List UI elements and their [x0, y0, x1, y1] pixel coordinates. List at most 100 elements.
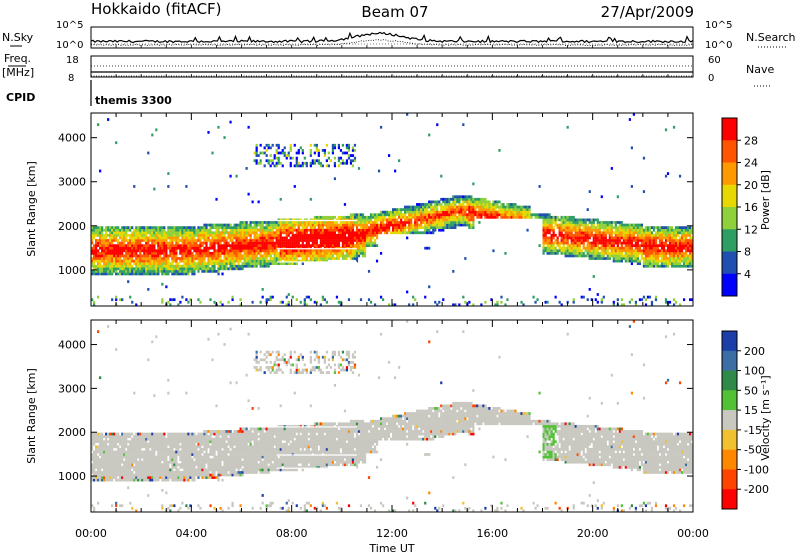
power-cell — [255, 257, 258, 260]
power-cell — [570, 246, 573, 250]
velocity-cell — [105, 435, 108, 438]
power-cell — [682, 244, 686, 248]
power-cell — [410, 210, 413, 214]
velocity-cell — [99, 476, 102, 479]
power-cell — [255, 149, 258, 152]
power-cell — [444, 221, 447, 224]
power-cell — [155, 251, 158, 255]
power-cell — [119, 244, 122, 248]
power-cell — [313, 223, 316, 227]
power-cell — [249, 239, 252, 242]
power-cell — [287, 223, 290, 227]
nave-label: Nave — [746, 63, 774, 76]
power-cell — [512, 208, 515, 211]
velocity-cell — [105, 465, 108, 469]
power-cell — [95, 239, 98, 242]
power-cell — [321, 223, 324, 227]
power-cell — [227, 251, 230, 255]
power-cell — [349, 213, 353, 217]
power-cell — [175, 251, 178, 255]
power-cell — [514, 215, 517, 219]
power-cell — [213, 259, 216, 263]
power-cell — [223, 239, 226, 242]
power-cell — [574, 249, 577, 253]
power-cell — [614, 231, 617, 235]
power-cell — [269, 251, 272, 255]
power-cell — [434, 210, 437, 214]
power-cell — [486, 205, 489, 209]
power-cell — [434, 223, 437, 227]
power-cell — [147, 249, 150, 253]
power-cell — [131, 239, 134, 242]
velocity-cell — [109, 445, 112, 449]
power-cell — [91, 259, 94, 263]
power-cell — [97, 233, 100, 237]
power-cell — [141, 272, 144, 276]
power-cell — [101, 246, 104, 250]
power-cell — [281, 257, 284, 260]
power-cell — [634, 241, 638, 245]
power-cell — [229, 262, 232, 266]
power-cell — [241, 239, 244, 242]
power-cell — [175, 257, 178, 260]
power-cell — [618, 231, 621, 235]
power-cell — [684, 249, 688, 253]
power-cell — [347, 146, 351, 150]
power-cell — [185, 269, 188, 273]
power-cell — [183, 246, 186, 250]
power-cell — [139, 249, 142, 253]
power-cell — [271, 226, 274, 229]
power-cell — [157, 244, 160, 248]
power-cell — [195, 264, 198, 268]
power-cell — [494, 208, 497, 211]
power-cell — [484, 215, 487, 219]
power-cell — [299, 249, 302, 253]
power-cell — [101, 259, 104, 263]
power-cell — [103, 246, 106, 250]
power-cell — [676, 251, 680, 255]
power-cell — [684, 226, 688, 229]
power-cell — [277, 228, 280, 232]
power-cell — [424, 223, 427, 227]
power-cell — [644, 228, 648, 232]
power-cell — [576, 254, 579, 258]
power-cell — [237, 267, 240, 271]
power-cell — [464, 218, 467, 222]
power-cell — [111, 241, 114, 245]
power-cell — [229, 231, 232, 235]
power-cell — [151, 244, 154, 248]
power-cell — [626, 228, 629, 232]
power-cell — [333, 143, 337, 147]
power-cell — [265, 254, 268, 258]
velocity-cell — [101, 458, 104, 461]
power-cell — [131, 226, 134, 229]
power-cell — [269, 244, 272, 248]
power-cell — [672, 262, 676, 266]
velocity-cell — [129, 448, 132, 451]
power-cell — [231, 298, 234, 302]
velocity-cell — [125, 465, 128, 469]
power-cell — [608, 221, 611, 224]
power-cell — [355, 254, 359, 258]
power-cell — [566, 249, 569, 253]
power-cell — [109, 251, 112, 255]
velocity-cell — [113, 437, 116, 441]
power-cell — [167, 226, 170, 229]
power-cell — [408, 231, 411, 235]
power-cell — [676, 264, 680, 268]
power-cell — [359, 239, 363, 242]
power-cell — [269, 159, 272, 163]
velocity-cell — [93, 432, 96, 436]
power-cell — [293, 244, 296, 248]
power-cell — [253, 236, 256, 240]
power-cell — [618, 233, 621, 237]
power-cell — [630, 241, 633, 245]
power-cell — [201, 262, 204, 266]
power-cell — [574, 241, 577, 245]
power-cell — [191, 239, 194, 242]
power-cell — [361, 233, 365, 237]
power-cell — [117, 254, 120, 258]
power-cell — [462, 200, 465, 204]
power-cell — [197, 251, 200, 255]
power-cell — [412, 215, 415, 219]
